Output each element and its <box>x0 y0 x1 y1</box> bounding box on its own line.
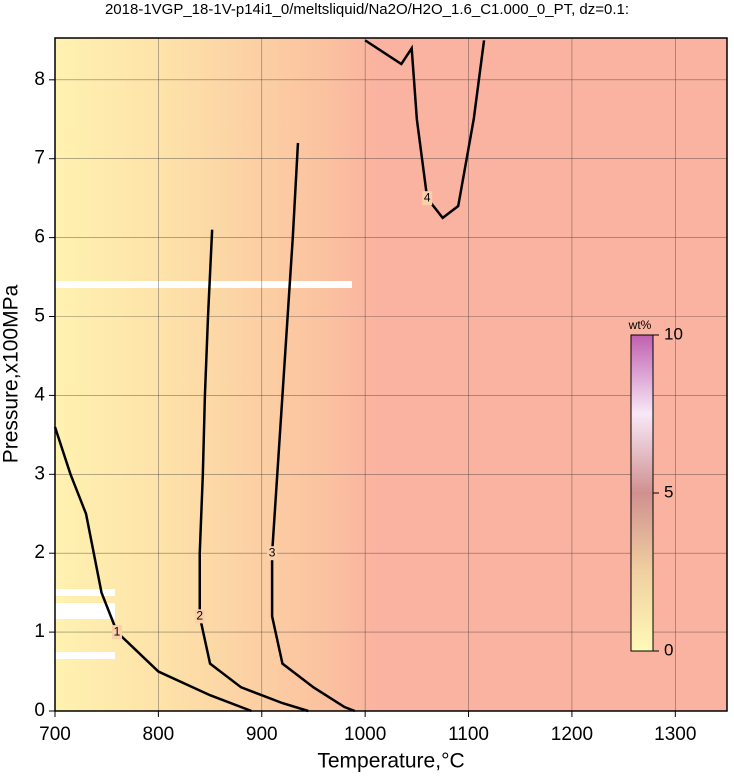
field <box>55 38 727 711</box>
colorbar-tick-label: 0 <box>664 640 673 659</box>
y-tick-label: 8 <box>34 69 45 90</box>
contour-line <box>198 229 309 713</box>
y-tick-label: 5 <box>34 306 45 327</box>
contour-label-bg <box>112 625 123 640</box>
x-tick-label: 1000 <box>344 724 386 745</box>
y-tick-label: 1 <box>34 621 45 642</box>
artifacts <box>55 281 352 659</box>
colorbar-tick-label: 5 <box>664 482 673 501</box>
plot-frame <box>54 37 728 712</box>
colorbar-tick-label: 10 <box>664 324 683 343</box>
contour-label-bg <box>267 546 278 561</box>
y-tick-label: 2 <box>34 542 45 563</box>
contour-label: 3 <box>269 545 276 559</box>
y-tick-label: 0 <box>34 700 45 721</box>
contour-label: 2 <box>196 608 203 622</box>
contour-label: 4 <box>424 190 431 204</box>
y-tick-label: 4 <box>34 384 45 405</box>
contour-line <box>53 426 252 713</box>
x-tick-label: 700 <box>39 724 71 745</box>
contour-label-bg <box>422 191 433 206</box>
x-tick-label: 1300 <box>654 724 696 745</box>
colorbar-label: wt% <box>628 318 652 332</box>
x-axis-label: Temperature,°C <box>317 750 464 773</box>
x-tick-label: 800 <box>143 724 175 745</box>
y-tick-label: 3 <box>34 463 45 484</box>
contour-label-bg <box>194 609 205 624</box>
x-tick-label: 900 <box>246 724 278 745</box>
y-tick-label: 7 <box>34 148 45 169</box>
colorbar <box>630 334 654 652</box>
x-tick-label: 1100 <box>448 724 489 745</box>
contour-label: 1 <box>114 624 121 638</box>
y-tick-label: 6 <box>34 227 45 248</box>
chart-title: 2018-1VGP_18-1V-p14i1_0/meltsliquid/Na2O… <box>105 1 629 18</box>
y-axis-label: Pressure,x100MPa <box>0 284 23 463</box>
x-tick-label: 1200 <box>551 724 593 745</box>
